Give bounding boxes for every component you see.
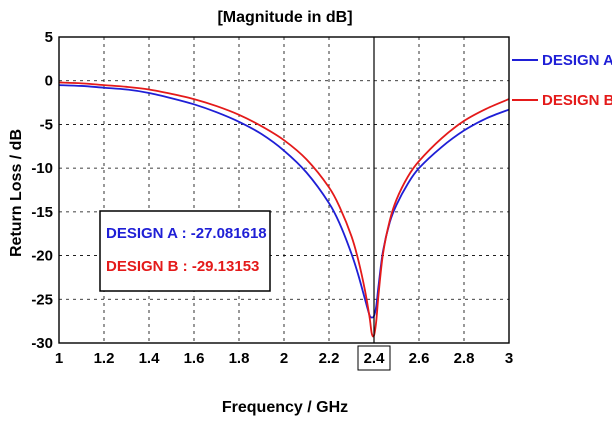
x-axis-label: Frequency / GHz (222, 399, 348, 416)
y-tick-label: -25 (31, 291, 53, 308)
x-axis-ticks: 1 1.2 1.4 1.6 1.8 2 2.2 2.4 2.6 2.8 3 (55, 350, 513, 367)
legend: DESIGN A DESIGN B (512, 52, 612, 109)
x-tick-label: 1.6 (184, 350, 205, 367)
x-tick-label: 2 (280, 350, 288, 367)
y-axis-ticks: 5 0 -5 -10 -15 -20 -25 -30 (31, 29, 53, 352)
y-tick-label: 0 (45, 73, 53, 90)
x-tick-label: 3 (505, 350, 513, 367)
y-tick-label: -10 (31, 160, 53, 177)
series-line-design-a (58, 84, 510, 319)
y-axis-label: Return Loss / dB (8, 129, 25, 257)
plot-area (58, 36, 510, 344)
legend-label: DESIGN B (542, 92, 612, 109)
annotation-text: DESIGN A : -27.081618 (106, 225, 267, 242)
grid (59, 37, 509, 343)
y-tick-label: 5 (45, 29, 53, 46)
x-tick-label: 2.2 (319, 350, 340, 367)
series-line-design-b (58, 81, 510, 338)
annotation-box: DESIGN A : -27.081618 DESIGN B : -29.1315… (99, 210, 271, 292)
y-tick-label: -30 (31, 335, 53, 352)
y-tick-label: -15 (31, 204, 53, 221)
x-tick-label: 2.4 (364, 350, 386, 367)
x-tick-label: 2.8 (454, 350, 475, 367)
y-tick-label: -20 (31, 248, 53, 265)
x-tick-label: 1.8 (229, 350, 250, 367)
series-layer (58, 81, 510, 338)
marker-tick-box (357, 345, 391, 371)
x-tick-label: 1.4 (139, 350, 161, 367)
annotation-frame (99, 210, 271, 292)
annotation-text: DESIGN B : -29.13153 (106, 258, 259, 275)
chart-title: [Magnitude in dB] (217, 9, 352, 26)
legend-label: DESIGN A (542, 52, 612, 69)
x-tick-label: 1 (55, 350, 63, 367)
x-tick-label: 2.6 (409, 350, 430, 367)
y-tick-label: -5 (40, 116, 53, 133)
x-tick-label: 1.2 (94, 350, 115, 367)
